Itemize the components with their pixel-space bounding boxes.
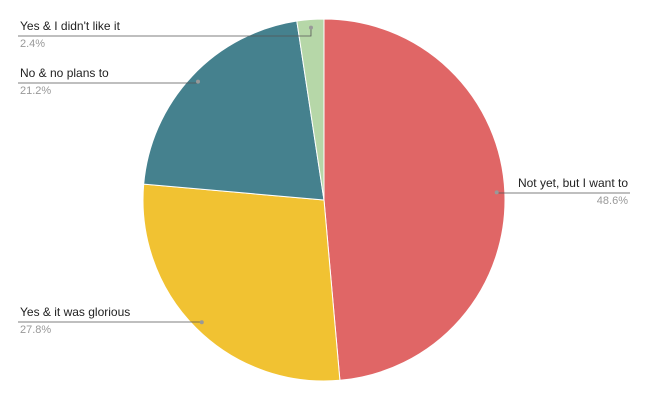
pie-slice: [142, 183, 341, 382]
value-label: 27.8%: [20, 324, 51, 336]
leader-line: [18, 27, 312, 37]
slice-label: Not yet, but I want to: [518, 176, 628, 190]
slice-label: No & no plans to: [20, 66, 109, 80]
value-label: 48.6%: [597, 195, 628, 207]
pie-slice: [143, 20, 325, 201]
slice-label: Yes & it was glorious: [20, 305, 130, 319]
leader-dot: [494, 190, 499, 195]
value-label: 2.4%: [20, 38, 45, 50]
leader-line: [496, 192, 630, 194]
pie-slice: [296, 18, 325, 201]
leader-dot: [308, 25, 313, 30]
value-label: 21.2%: [20, 85, 51, 97]
leader-line: [18, 81, 199, 84]
leader-dot: [195, 79, 200, 84]
pie-slice: [323, 18, 506, 381]
leader-dot: [199, 320, 204, 325]
slice-label: Yes & I didn't like it: [20, 19, 121, 33]
